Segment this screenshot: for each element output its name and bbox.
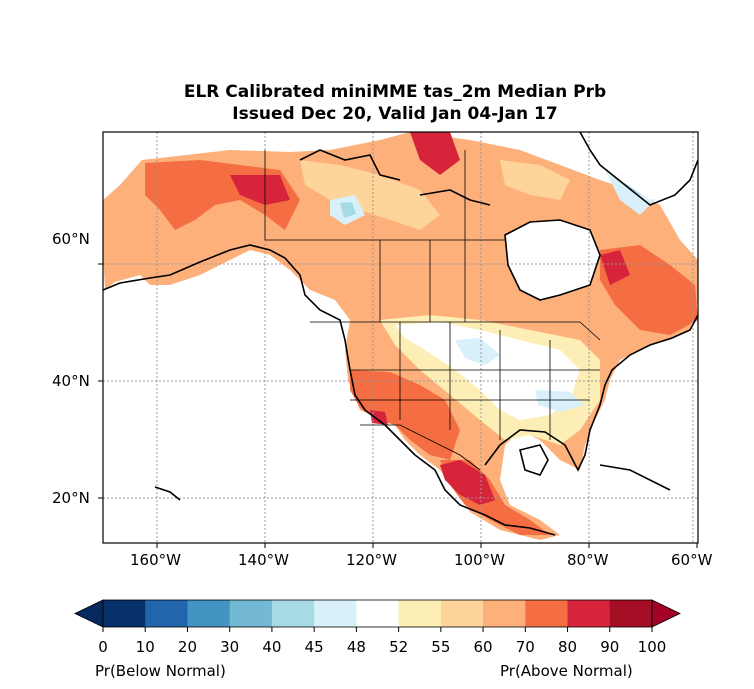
colorbar-bin: [103, 600, 146, 627]
colorbar-tick-label: 100: [637, 638, 667, 656]
probability-fill-55-60: [500, 160, 570, 200]
colorbar-over-arrow: [651, 599, 681, 628]
colorbar-tick-label: 40: [262, 638, 282, 656]
colorbar-tick-label: 70: [515, 638, 535, 656]
probability-fill-80-90: [600, 250, 630, 285]
colorbar-tick-label: 20: [177, 638, 197, 656]
hudson-bay: [505, 220, 600, 300]
colorbar-bin: [356, 600, 400, 627]
chart-title-line-2: Issued Dec 20, Valid Jan 04-Jan 17: [232, 104, 558, 124]
colorbar-bin: [440, 600, 484, 627]
colorbar-bin: [567, 600, 611, 627]
axis-ticks: [98, 263, 698, 548]
lon-label-60w: 60°W: [671, 551, 713, 569]
colorbar-label-below: Pr(Below Normal): [95, 662, 226, 680]
colorbar-bin: [145, 600, 188, 627]
lat-label-20n: 20°N: [52, 489, 90, 507]
probability-fill-48-52: [395, 322, 580, 420]
probability-fill-45-48: [455, 338, 500, 365]
colorbar-tick-label: 48: [346, 638, 366, 656]
map-area: [103, 132, 698, 543]
colorbar-frame: [102, 599, 653, 628]
coastlines: [103, 132, 698, 536]
colorbar-bin: [398, 600, 442, 627]
probability-fill-80-90: [410, 132, 460, 175]
probability-fill-80-90: [230, 175, 290, 205]
probability-fill-70-80: [350, 370, 460, 460]
colorbar-tick-label: 0: [98, 638, 108, 656]
map-frame: [102, 131, 699, 544]
colorbar-bin: [229, 600, 273, 627]
colorbar-bin: [314, 600, 357, 627]
colorbar-bin: [483, 600, 526, 627]
colorbar-tick-label: 30: [220, 638, 240, 656]
lon-label-140w: 140°W: [238, 551, 289, 569]
lon-label-80w: 80°W: [567, 551, 609, 569]
lat-label-60n: 60°N: [52, 230, 90, 248]
colorbar-tick-label: 55: [431, 638, 451, 656]
colorbar-bin: [271, 600, 315, 627]
colorbar-under-arrow: [74, 599, 104, 628]
probability-fill-55-60: [300, 160, 440, 230]
colorbar-bin: [187, 600, 231, 627]
political-boundaries: [264, 150, 601, 471]
colorbar-tick-label: 90: [600, 638, 620, 656]
greenland-area: [580, 132, 698, 200]
colorbar-tick-label: 45: [304, 638, 324, 656]
colorbar-tick-label: 10: [135, 638, 155, 656]
lon-label-120w: 120°W: [346, 551, 397, 569]
colorbar-label-above: Pr(Above Normal): [500, 662, 633, 680]
colorbar-bin: [609, 600, 653, 627]
colorbar: [74, 599, 681, 632]
colorbar-tick-label: 52: [389, 638, 409, 656]
lon-label-160w: 160°W: [130, 551, 181, 569]
probability-fill-80-90: [370, 410, 388, 425]
colorbar-tick-label: 60: [473, 638, 493, 656]
lon-label-100w: 100°W: [454, 551, 505, 569]
chart-title-line-1: ELR Calibrated miniMME tas_2m Median Prb: [183, 82, 607, 102]
colorbar-bin: [525, 600, 569, 627]
probability-fill-40-45: [340, 202, 356, 218]
colorbar-tick-label: 80: [557, 638, 578, 656]
probability-fill-45-48: [535, 390, 585, 412]
lat-label-40n: 40°N: [52, 372, 90, 390]
